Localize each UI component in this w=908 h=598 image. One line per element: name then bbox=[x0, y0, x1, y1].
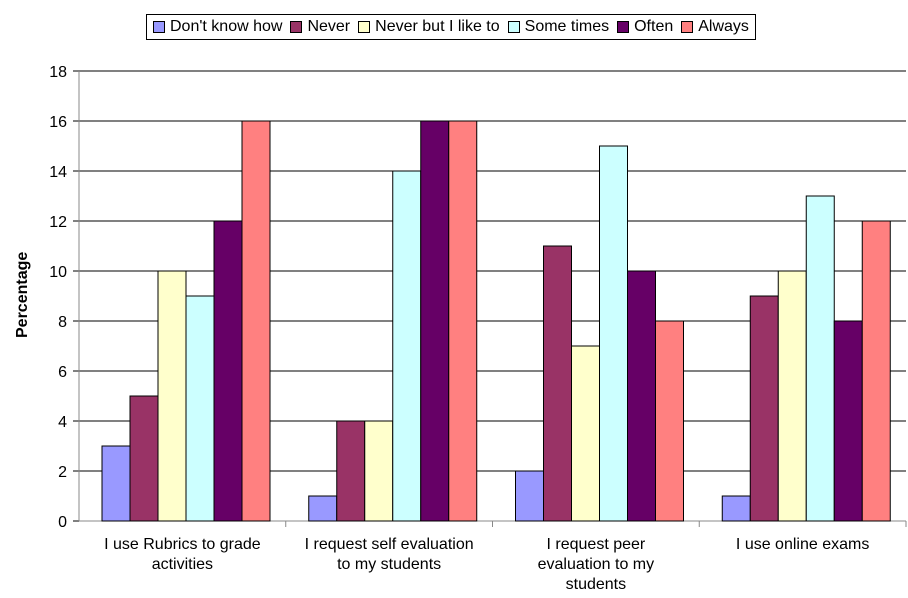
legend-item: Some times bbox=[507, 18, 610, 36]
legend-label: Always bbox=[698, 18, 749, 35]
bar bbox=[420, 120, 450, 522]
legend-label: Never bbox=[307, 18, 351, 35]
bar bbox=[364, 420, 394, 522]
legend-swatch bbox=[290, 21, 303, 33]
y-tick-label: 0 bbox=[58, 514, 67, 531]
y-tick-label: 12 bbox=[49, 214, 67, 231]
bar bbox=[157, 270, 187, 522]
y-tick-label: 8 bbox=[58, 314, 67, 331]
legend-label: Don't know how bbox=[170, 18, 283, 35]
y-tick-label: 6 bbox=[58, 364, 67, 381]
bar bbox=[185, 295, 215, 522]
bar bbox=[655, 320, 684, 522]
chart-legend: Don't know how Never Never but I like to So… bbox=[146, 14, 756, 40]
bar bbox=[448, 120, 478, 522]
y-tick-label: 4 bbox=[58, 414, 67, 431]
y-tick-label: 16 bbox=[49, 114, 67, 131]
legend-item: Don't know how bbox=[153, 18, 282, 36]
legend-item: Often bbox=[617, 18, 673, 36]
bar bbox=[777, 270, 807, 522]
y-tick-label: 10 bbox=[49, 264, 67, 281]
bar bbox=[129, 395, 159, 522]
bar bbox=[101, 445, 131, 522]
legend-item: Never bbox=[290, 18, 350, 36]
bar bbox=[749, 295, 779, 522]
y-tick-label: 18 bbox=[49, 64, 67, 81]
legend-item: Always bbox=[681, 18, 749, 36]
legend-item: Never but I like to bbox=[358, 18, 500, 36]
bar bbox=[599, 145, 628, 522]
legend-swatch bbox=[358, 21, 371, 33]
legend-swatch bbox=[681, 21, 694, 33]
y-tick-label: 2 bbox=[58, 464, 67, 481]
bar bbox=[721, 495, 751, 522]
bar bbox=[627, 270, 656, 522]
x-category-label: I request peer evaluation to my students bbox=[538, 536, 655, 593]
bar bbox=[308, 495, 338, 522]
bar bbox=[543, 245, 572, 522]
bar bbox=[392, 170, 422, 522]
bar bbox=[515, 470, 544, 522]
bar bbox=[213, 220, 243, 522]
bar bbox=[833, 320, 863, 522]
legend-swatch bbox=[153, 21, 165, 33]
legend-label: Never but I like to bbox=[375, 18, 500, 35]
x-category-label: I request self evaluation to my students bbox=[305, 536, 474, 573]
legend-label: Often bbox=[634, 18, 674, 35]
x-category-label: I use Rubrics to grade activities bbox=[104, 536, 261, 573]
bar bbox=[571, 345, 600, 522]
y-tick-label: 14 bbox=[49, 164, 67, 181]
bar bbox=[861, 220, 891, 522]
legend-label: Some times bbox=[524, 18, 610, 35]
bar bbox=[805, 195, 835, 522]
x-category-label: I use online exams bbox=[736, 536, 869, 553]
bar bbox=[336, 420, 366, 522]
bar bbox=[241, 120, 271, 522]
legend-swatch bbox=[617, 21, 630, 33]
legend-swatch bbox=[507, 21, 520, 33]
